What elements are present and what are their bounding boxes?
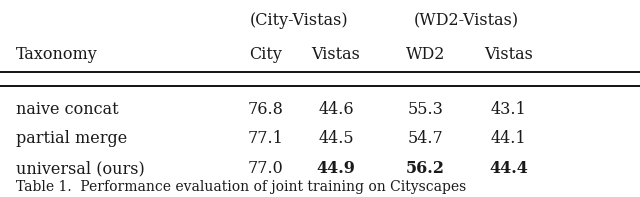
Text: 55.3: 55.3	[408, 101, 444, 118]
Text: 43.1: 43.1	[491, 101, 527, 118]
Text: Table 1.  Performance evaluation of joint training on Cityscapes: Table 1. Performance evaluation of joint…	[16, 180, 467, 194]
Text: 54.7: 54.7	[408, 130, 444, 147]
Text: (WD2-Vistas): (WD2-Vistas)	[413, 12, 518, 29]
Text: 77.0: 77.0	[248, 160, 284, 177]
Text: 77.1: 77.1	[248, 130, 284, 147]
Text: 44.5: 44.5	[318, 130, 354, 147]
Text: 44.4: 44.4	[490, 160, 528, 177]
Text: Vistas: Vistas	[312, 46, 360, 63]
Text: Taxonomy: Taxonomy	[16, 46, 98, 63]
Text: WD2: WD2	[406, 46, 445, 63]
Text: 76.8: 76.8	[248, 101, 284, 118]
Text: 44.6: 44.6	[318, 101, 354, 118]
Text: 44.1: 44.1	[491, 130, 527, 147]
Text: Vistas: Vistas	[484, 46, 533, 63]
Text: 56.2: 56.2	[406, 160, 445, 177]
Text: universal (ours): universal (ours)	[16, 160, 145, 177]
Text: partial merge: partial merge	[16, 130, 127, 147]
Text: (City-Vistas): (City-Vistas)	[250, 12, 349, 29]
Text: City: City	[249, 46, 282, 63]
Text: naive concat: naive concat	[16, 101, 118, 118]
Text: 44.9: 44.9	[317, 160, 355, 177]
